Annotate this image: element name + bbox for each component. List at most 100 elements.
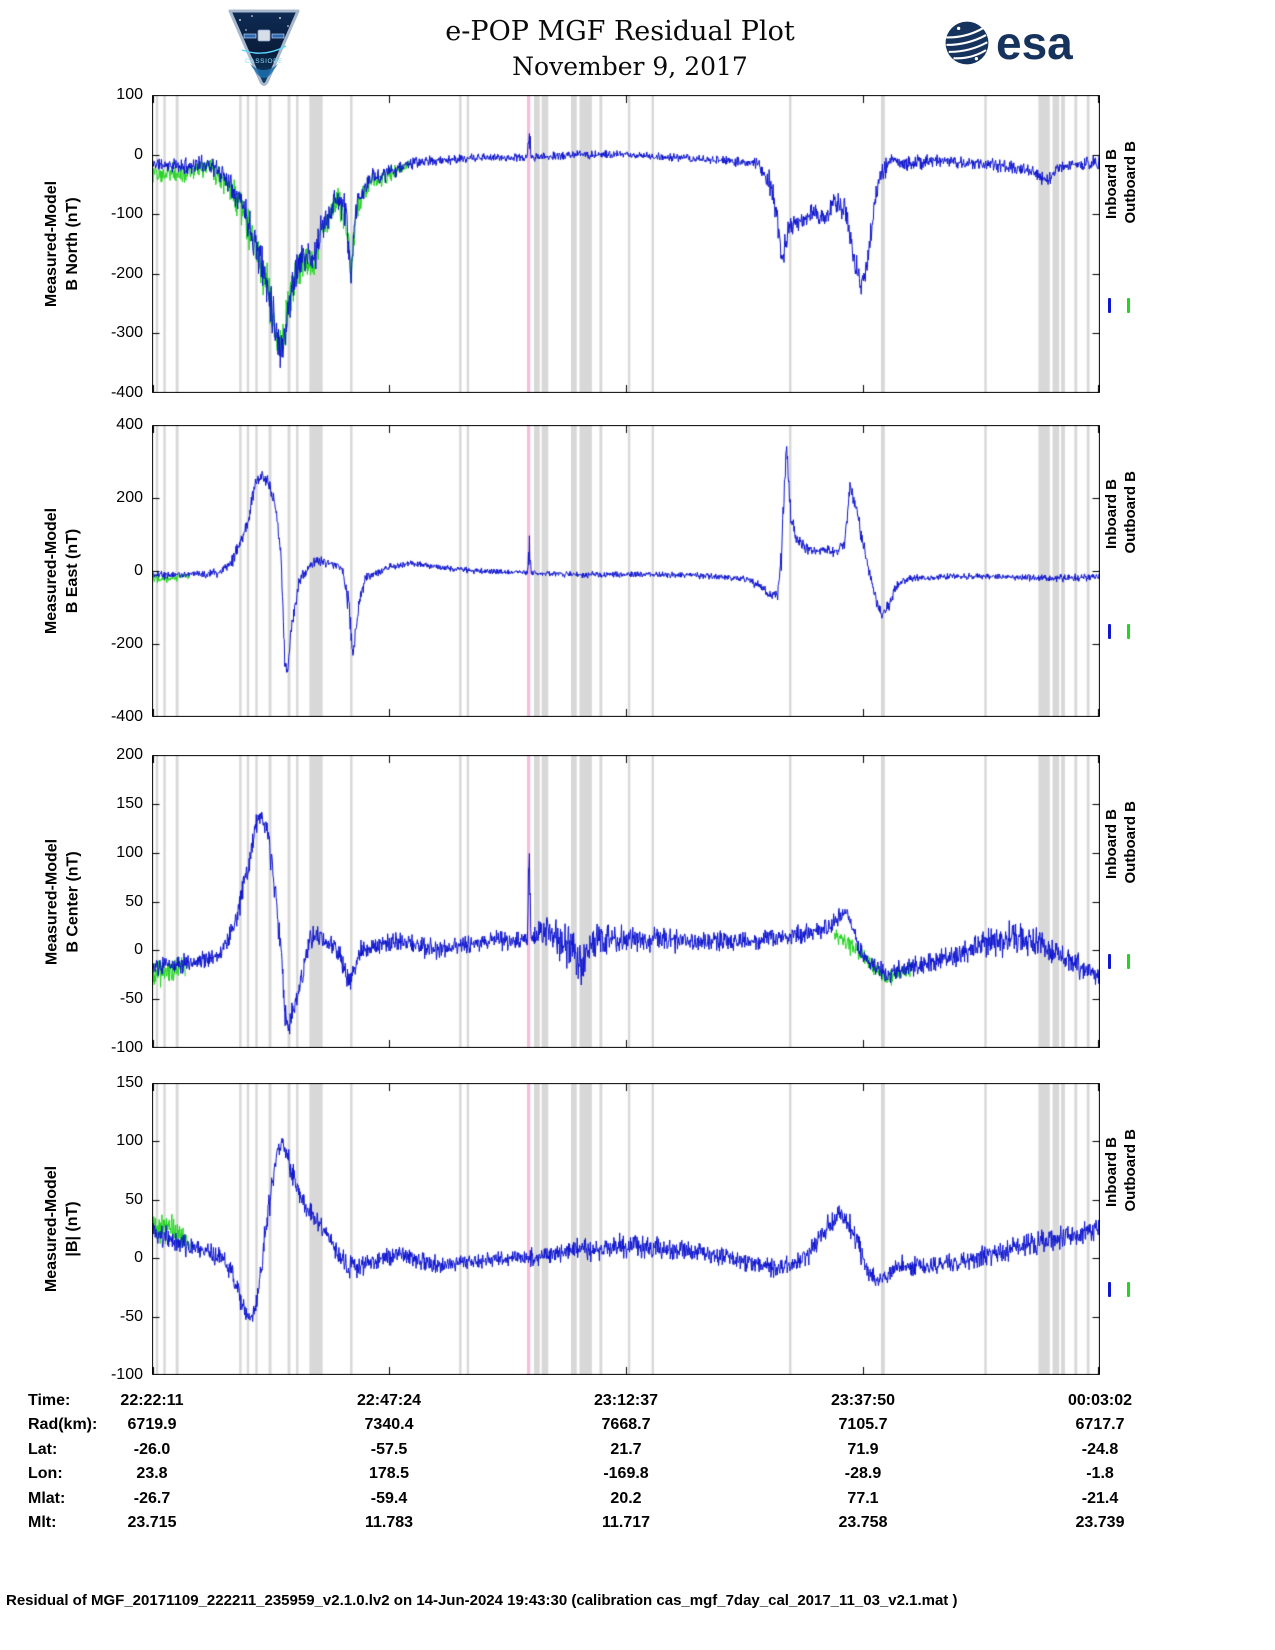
y-tick-label: 200 [116, 746, 143, 763]
table-cell: -24.8 [1081, 1440, 1119, 1458]
table-cell: -57.5 [370, 1440, 408, 1458]
legend-label-inboard: Inboard B [1103, 479, 1120, 549]
y-tick-label: 100 [116, 1132, 143, 1150]
esa-logo: esa [944, 20, 1073, 66]
table-row-label: Mlt: [28, 1514, 57, 1531]
table-cell: 21.7 [610, 1440, 642, 1458]
table-row-label: Lat: [28, 1440, 58, 1458]
table-cell: -59.4 [370, 1489, 408, 1507]
panel-legend: Inboard B Outboard B [1102, 425, 1152, 717]
y-tick-label: -200 [110, 635, 143, 652]
legend-label-outboard: Outboard B [1122, 471, 1139, 554]
y-tick-label: -100 [110, 1039, 143, 1056]
y-tick-label: 0 [134, 145, 143, 163]
table-cell: 6719.9 [127, 1416, 177, 1434]
patch-text: CASSIOPE [245, 58, 283, 65]
panel-legend: Inboard B Outboard B [1102, 755, 1152, 1048]
y-axis-label-line1: Measured-Model [43, 180, 60, 308]
legend-label-inboard: Inboard B [1103, 149, 1120, 219]
legend-inboard-line-sample [1108, 954, 1111, 970]
panel-b-center: Measured-Model B Center (nT) 200 150 100 50 0-… [0, 746, 1275, 1056]
table-cell: 71.9 [847, 1440, 879, 1458]
table-cell: 23:12:37 [593, 1392, 659, 1409]
table-cell: 23:37:50 [830, 1392, 896, 1409]
panel-b-east: Measured-Model B East (nT) 400 200 0 -200 -400… [0, 416, 1275, 725]
panel-b-magnitude: Measured-Model |B| (nT) 150 100 50 0 -50 -100 In… [0, 1074, 1275, 1383]
table-cell: 6717.7 [1075, 1416, 1125, 1434]
legend-inboard-line-sample [1108, 1281, 1111, 1297]
y-tick-label: -100 [110, 205, 143, 223]
y-tick-label: -200 [110, 264, 143, 282]
y-tick-label: -50 [119, 990, 143, 1008]
y-tick-label: 50 [125, 1190, 143, 1208]
legend-label-outboard: Outboard B [1122, 141, 1139, 224]
y-tick-label: 200 [116, 489, 143, 506]
plot-area-b-north [152, 95, 1100, 393]
table-cell: 11.717 [601, 1514, 651, 1531]
y-tick-label: -300 [110, 324, 143, 342]
table-cell: 77.1 [847, 1489, 879, 1507]
chart-date: November 9, 2017 [512, 52, 748, 81]
table-cell: -26.7 [133, 1489, 171, 1507]
panel-legend: Inboard B Outboard B [1102, 95, 1152, 393]
earth-arc-icon [250, 64, 278, 78]
esa-wordmark: esa [996, 17, 1073, 69]
table-row-label: Time: [28, 1392, 71, 1409]
cassiope-mission-patch: CASSIOPE [228, 9, 300, 86]
table-cell: 22:22:11 [120, 1392, 184, 1409]
legend-label-inboard: Inboard B [1103, 1137, 1120, 1207]
table-cell: -1.8 [1086, 1465, 1114, 1483]
table-cell: -28.9 [844, 1465, 882, 1483]
y-axis-label-b-north: Measured-Model B North (nT) [41, 95, 83, 393]
table-cell: 20.2 [610, 1489, 642, 1507]
y-axis-label-b-magnitude: Measured-Model |B| (nT) [41, 1083, 83, 1375]
y-tick-label: 0 [134, 941, 143, 959]
legend-outboard-line-sample [1127, 1281, 1130, 1297]
y-axis-label-line2: B North (nT) [64, 197, 81, 291]
plot-area-b-magnitude [152, 1083, 1100, 1375]
esa-globe-icon [945, 21, 989, 65]
y-tick-label: 150 [116, 794, 143, 812]
table-row-label: Mlat: [28, 1489, 66, 1507]
table-cell: -21.4 [1081, 1489, 1119, 1507]
chart-title: e-POP MGF Residual Plot [445, 16, 795, 47]
legend-inboard-line-sample [1108, 297, 1111, 313]
table-cell: 7340.4 [364, 1416, 414, 1434]
panel-legend: Inboard B Outboard B [1102, 1083, 1152, 1375]
table-row-label: Lon: [28, 1465, 63, 1483]
legend-inboard-line-sample [1108, 623, 1111, 639]
satellite-icon [241, 29, 287, 54]
patch-border [228, 9, 300, 86]
table-cell: 178.5 [368, 1465, 410, 1483]
table-cell: 7105.7 [838, 1416, 888, 1434]
table-cell: 23.758 [838, 1514, 888, 1531]
panel-b-north: Measured-Model B North (nT) 100 0 -100 -200 -3… [0, 86, 1275, 401]
table-cell: 11.783 [364, 1514, 414, 1531]
legend-label-inboard: Inboard B [1103, 809, 1120, 879]
table-cell: 7668.7 [601, 1416, 651, 1434]
legend-label-outboard: Outboard B [1122, 801, 1139, 884]
table-cell: -169.8 [603, 1465, 649, 1483]
y-tick-label: -50 [119, 1307, 143, 1325]
plot-area-b-east [152, 425, 1100, 717]
y-tick-label: -400 [110, 384, 143, 401]
y-tick-label: -400 [110, 708, 143, 725]
y-tick-label: 50 [125, 892, 143, 910]
y-tick-label: 100 [116, 843, 143, 861]
legend-outboard-line-sample [1127, 297, 1130, 313]
y-axis-label-line2: |B| (nT) [64, 1201, 81, 1257]
table-cell: -26.0 [133, 1440, 171, 1458]
table-cell: 23.715 [127, 1514, 177, 1531]
legend-label-outboard: Outboard B [1122, 1129, 1139, 1212]
y-tick-label: 400 [116, 416, 143, 433]
table-cell: 23.8 [136, 1465, 168, 1483]
y-axis-label-line1: Measured-Model [43, 1165, 60, 1293]
table-cell: 00:03:02 [1067, 1392, 1133, 1409]
y-tick-label: 0 [134, 1249, 143, 1267]
table-row-label: Rad(km): [28, 1416, 98, 1434]
legend-outboard-line-sample [1127, 623, 1130, 639]
table-cell: 23.739 [1075, 1514, 1125, 1531]
table-cell: 22:47:24 [356, 1392, 422, 1409]
y-tick-label: 100 [116, 86, 143, 103]
